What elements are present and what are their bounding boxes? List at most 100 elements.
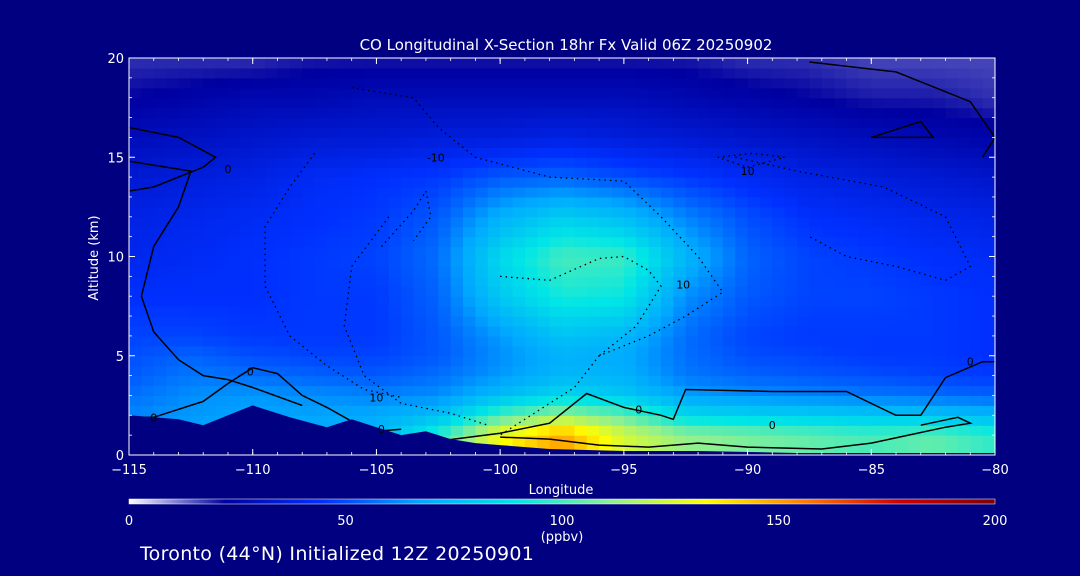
- x-tick-label: −85: [858, 463, 885, 478]
- heatmap-cell: [599, 216, 613, 228]
- heatmap-cell: [475, 296, 489, 307]
- heatmap-cell: [896, 226, 909, 238]
- heatmap-cell: [574, 355, 588, 367]
- heatmap-cell: [623, 335, 637, 347]
- heatmap-cell: [388, 127, 402, 138]
- heatmap-cell: [376, 107, 390, 119]
- heatmap-cell: [698, 355, 712, 367]
- heatmap-cell: [438, 375, 452, 387]
- heatmap-cell: [673, 236, 687, 248]
- heatmap-cell: [735, 246, 749, 258]
- heatmap-cell: [735, 67, 749, 79]
- heatmap-cell: [772, 256, 786, 267]
- heatmap-cell: [685, 326, 699, 337]
- heatmap-cell: [537, 316, 551, 327]
- heatmap-cell: [933, 226, 947, 238]
- heatmap-cell: [289, 375, 303, 387]
- heatmap-cell: [215, 87, 229, 99]
- heatmap-cell: [339, 365, 353, 377]
- heatmap-cell: [648, 385, 662, 396]
- heatmap-cell: [698, 405, 712, 416]
- heatmap-cell: [388, 226, 402, 238]
- heatmap-cell: [586, 187, 600, 198]
- heatmap-cell: [129, 266, 142, 277]
- heatmap-cell: [500, 385, 514, 396]
- y-tick-label: 20: [107, 52, 124, 67]
- heatmap-cell: [834, 127, 848, 138]
- heatmap-cell: [388, 256, 402, 267]
- heatmap-cell: [537, 345, 551, 357]
- heatmap-cell: [166, 147, 180, 158]
- heatmap-cell: [500, 58, 514, 69]
- heatmap-cell: [364, 345, 378, 357]
- heatmap-cell: [524, 256, 538, 267]
- heatmap-cell: [920, 266, 934, 277]
- heatmap-cell: [661, 355, 674, 367]
- heatmap-cell: [425, 196, 439, 208]
- heatmap-cell: [364, 375, 378, 387]
- heatmap-cell: [809, 97, 823, 109]
- heatmap-cell: [661, 216, 674, 228]
- heatmap-cell: [228, 375, 241, 387]
- heatmap-cell: [982, 157, 995, 168]
- heatmap-cell: [487, 117, 501, 129]
- heatmap-cell: [203, 405, 217, 416]
- heatmap-cell: [871, 137, 885, 148]
- heatmap-cell: [871, 425, 885, 436]
- heatmap-cell: [698, 326, 712, 337]
- heatmap-cell: [190, 345, 204, 357]
- heatmap-cell: [957, 77, 971, 89]
- heatmap-cell: [500, 395, 514, 406]
- heatmap-cell: [772, 67, 786, 79]
- heatmap-cell: [871, 226, 885, 238]
- heatmap-cell: [648, 355, 662, 367]
- heatmap-cell: [289, 256, 303, 267]
- heatmap-cell: [339, 296, 353, 307]
- heatmap-cell: [821, 167, 835, 178]
- heatmap-cell: [648, 345, 662, 357]
- heatmap-cell: [982, 77, 995, 89]
- heatmap-cell: [871, 236, 885, 248]
- heatmap-cell: [141, 137, 155, 148]
- heatmap-cell: [920, 236, 934, 248]
- heatmap-cell: [228, 246, 241, 258]
- heatmap-cell: [302, 236, 316, 248]
- heatmap-cell: [648, 226, 662, 238]
- heatmap-cell: [339, 117, 353, 129]
- heatmap-cell: [821, 316, 835, 327]
- heatmap-cell: [401, 266, 415, 277]
- heatmap-cell: [784, 236, 798, 248]
- heatmap-cell: [413, 206, 427, 218]
- heatmap-cell: [982, 345, 995, 357]
- heatmap-cell: [413, 266, 427, 277]
- dotted-contour: [735, 156, 972, 281]
- heatmap-cell: [710, 127, 724, 138]
- heatmap-cell: [153, 147, 167, 158]
- heatmap-cell: [710, 355, 724, 367]
- heatmap-cell: [178, 216, 192, 228]
- heatmap-cell: [364, 236, 378, 248]
- heatmap-cell: [240, 296, 254, 307]
- heatmap-cell: [487, 216, 501, 228]
- heatmap-cell: [265, 117, 279, 129]
- heatmap-cell: [747, 157, 761, 168]
- heatmap-cell: [215, 157, 229, 168]
- heatmap-cell: [265, 306, 279, 317]
- heatmap-cell: [970, 326, 984, 337]
- heatmap-cell: [425, 187, 439, 198]
- heatmap-cell: [661, 206, 674, 218]
- heatmap-cell: [896, 58, 909, 69]
- heatmap-cell: [858, 326, 872, 337]
- heatmap-cell: [834, 187, 848, 198]
- heatmap-cell: [797, 157, 811, 168]
- heatmap-cell: [277, 385, 291, 396]
- heatmap-cell: [562, 276, 575, 287]
- heatmap-cell: [203, 137, 217, 148]
- heatmap-cell: [463, 326, 476, 337]
- heatmap-cell: [648, 77, 662, 89]
- heatmap-cell: [141, 157, 155, 168]
- heatmap-cell: [797, 335, 811, 347]
- heatmap-cell: [759, 266, 773, 277]
- heatmap-cell: [450, 405, 464, 416]
- heatmap-cell: [611, 58, 625, 69]
